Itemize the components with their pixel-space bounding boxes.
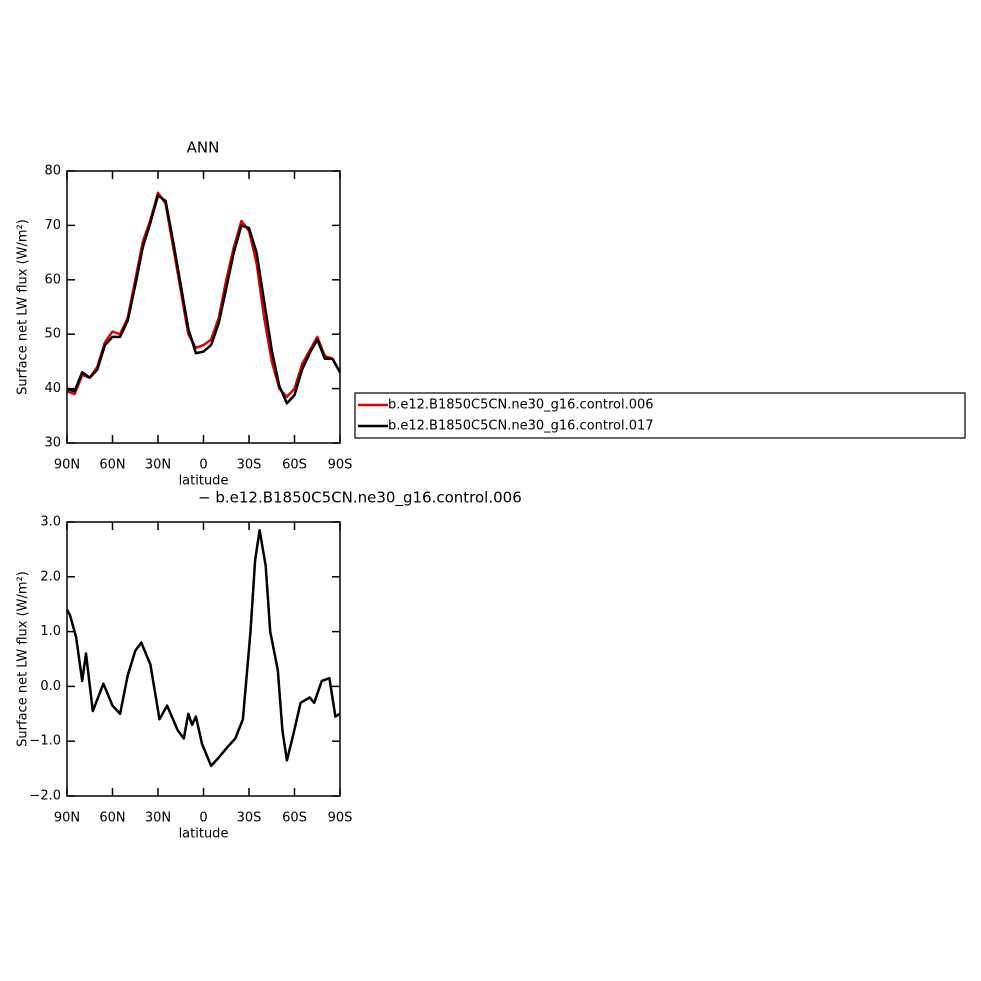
- y-tick-label: 1.0: [40, 624, 61, 639]
- x-tick-label: 90N: [54, 811, 80, 826]
- x-tick-label: 60N: [99, 811, 125, 826]
- x-axis-label: latitude: [179, 474, 229, 489]
- x-tick-label: 60N: [99, 458, 125, 473]
- x-tick-label: 30N: [145, 811, 171, 826]
- y-tick-label: −2.0: [29, 789, 61, 804]
- legend-label: b.e12.B1850C5CN.ne30_g16.control.017: [388, 419, 654, 434]
- legend-label: b.e12.B1850C5CN.ne30_g16.control.006: [388, 398, 654, 413]
- chart-title: − b.e12.B1850C5CN.ne30_g16.control.006: [198, 489, 522, 508]
- series-line: [65, 528, 341, 768]
- y-tick-label: 60: [44, 272, 61, 287]
- y-tick-label: 0.0: [40, 679, 61, 694]
- y-tick-label: 80: [44, 164, 61, 179]
- y-tick-label: 50: [44, 327, 61, 342]
- x-tick-label: 0: [199, 458, 207, 473]
- x-tick-label: 0: [199, 811, 207, 826]
- y-tick-label: 70: [44, 218, 61, 233]
- x-tick-label: 90S: [328, 811, 353, 826]
- y-axis-label: Surface net LW flux (W/m²): [16, 219, 31, 395]
- x-tick-label: 60S: [282, 811, 307, 826]
- y-tick-label: 2.0: [40, 569, 61, 584]
- y-tick-label: 40: [44, 381, 61, 396]
- series-line: [66, 194, 342, 405]
- chart-title: ANN: [187, 139, 220, 157]
- y-tick-label: 30: [44, 436, 61, 451]
- plot-frame: [66, 170, 341, 444]
- x-tick-label: 30S: [237, 458, 262, 473]
- y-tick-label: −1.0: [29, 734, 61, 749]
- x-axis-label: latitude: [179, 827, 229, 842]
- x-tick-label: 90S: [328, 458, 353, 473]
- x-tick-label: 30N: [145, 458, 171, 473]
- y-axis-label: Surface net LW flux (W/m²): [16, 571, 31, 747]
- y-label-clip: Surface net LW flux (W/m²): [16, 571, 31, 747]
- legend-box: [354, 392, 966, 439]
- plot-frame: [66, 521, 341, 797]
- y-tick-label: 3.0: [40, 515, 61, 530]
- x-tick-label: 60S: [282, 458, 307, 473]
- x-tick-label: 90N: [54, 458, 80, 473]
- y-label-clip: Surface net LW flux (W/m²): [16, 219, 31, 395]
- x-tick-label: 30S: [237, 811, 262, 826]
- series-line: [66, 191, 342, 399]
